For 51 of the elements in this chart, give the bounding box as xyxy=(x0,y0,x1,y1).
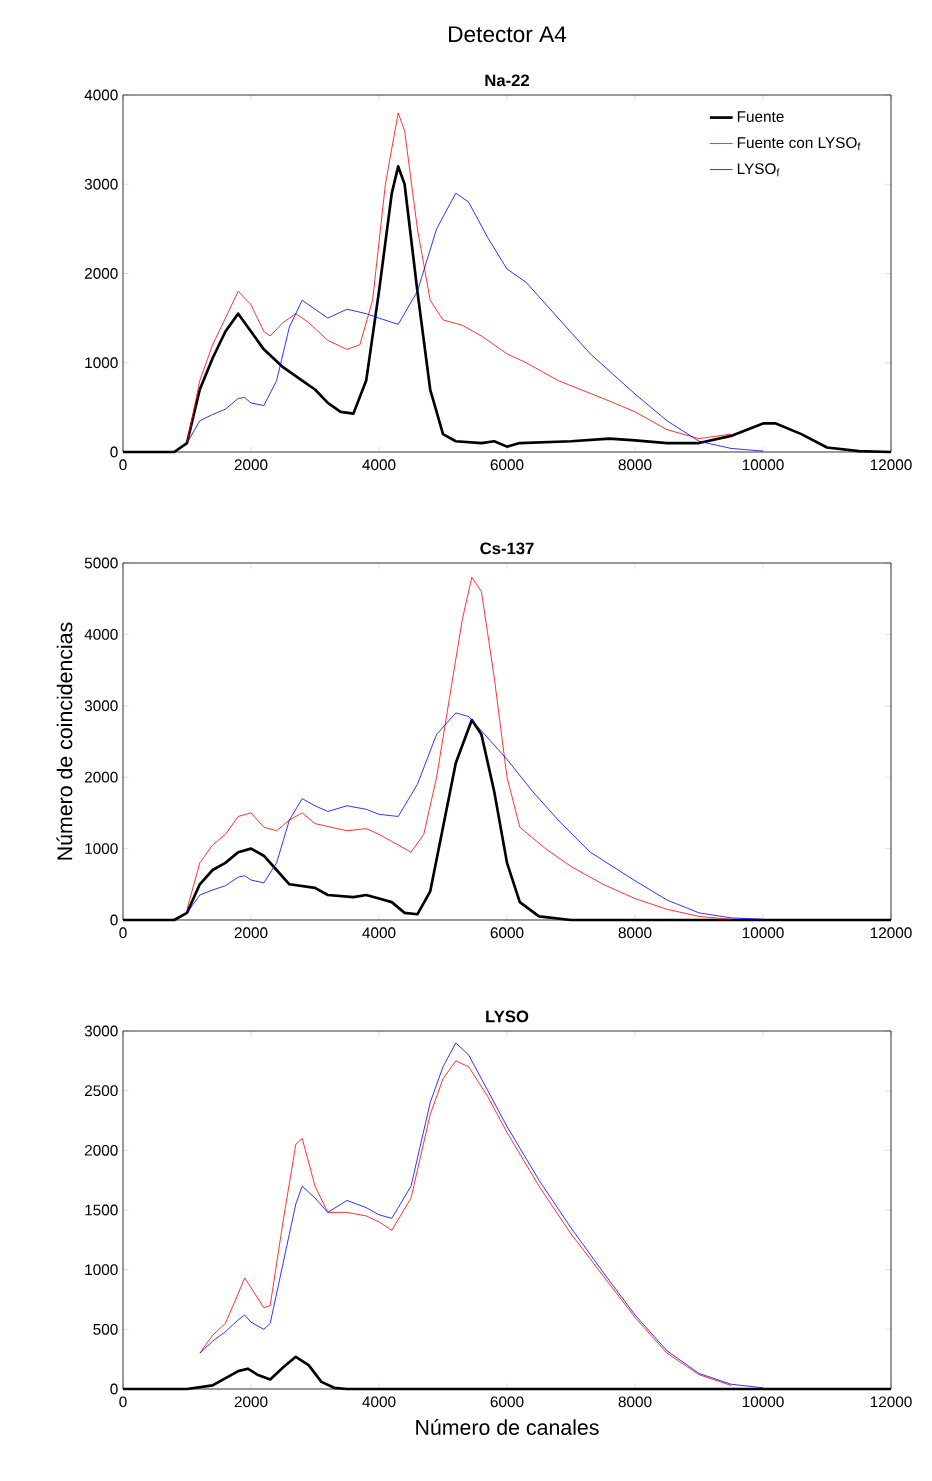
y-tick-label: 5000 xyxy=(84,557,118,569)
line-series xyxy=(186,112,732,444)
x-tick-label: 8000 xyxy=(618,927,652,939)
x-tick-label: 12000 xyxy=(870,1396,912,1408)
x-tick-label: 0 xyxy=(119,1396,127,1408)
y-tick-label: 500 xyxy=(93,1323,118,1335)
x-tick-label: 2000 xyxy=(234,927,268,939)
y-tick-label: 4000 xyxy=(84,89,118,101)
line-series xyxy=(186,576,732,920)
y-tick-label: 0 xyxy=(110,1383,118,1395)
y-tick-label: 1000 xyxy=(85,357,118,369)
text: Detector A4 xyxy=(449,26,567,43)
line-series xyxy=(186,712,764,920)
x-tick-label: 0 xyxy=(119,927,127,939)
y-tick-label: 3000 xyxy=(84,1025,118,1037)
x-tick-label: 2000 xyxy=(234,459,268,471)
x-tick-label: 10000 xyxy=(742,1396,784,1408)
y-tick-label: 1500 xyxy=(85,1204,118,1216)
y-tick-label: 0 xyxy=(110,914,118,926)
x-tick-label: 8000 xyxy=(618,459,652,471)
y-tick-label: 1000 xyxy=(85,1264,118,1276)
x-tick-label: 10000 xyxy=(742,459,784,471)
x-tick-label: 4000 xyxy=(362,927,396,939)
x-tick-label: 4000 xyxy=(362,1396,396,1408)
chart-title: LYSO xyxy=(486,1010,529,1023)
y-tick-label: 3000 xyxy=(84,700,118,712)
y-tick-label: 0 xyxy=(110,446,118,458)
y-tick-label: 2000 xyxy=(84,1144,118,1156)
legend-label: Fuente con LYSO$_{f}$ xyxy=(737,137,861,151)
x-tick-label: 6000 xyxy=(490,927,524,939)
chart-title: Na-22 xyxy=(485,74,530,87)
x-tick-label: 6000 xyxy=(490,1396,524,1408)
y-tick-label: 4000 xyxy=(84,628,118,640)
x-tick-label: 12000 xyxy=(870,927,912,939)
y-tick-label: 2000 xyxy=(84,771,118,783)
x-tick-label: 12000 xyxy=(870,459,912,471)
x-tick-label: 4000 xyxy=(362,459,396,471)
y-tick-label: 2500 xyxy=(84,1085,118,1097)
legend-label: Fuente xyxy=(737,111,784,122)
chart-title: Cs-137 xyxy=(480,542,534,555)
x-axis-title: Número de canales xyxy=(416,1419,599,1435)
y-tick-label: 1000 xyxy=(85,843,118,855)
y-tick-label: 3000 xyxy=(84,178,118,190)
x-tick-label: 0 xyxy=(119,459,127,471)
legend-label: LYSO$_{f}$ xyxy=(737,163,780,177)
x-tick-label: 6000 xyxy=(490,459,524,471)
y-tick-label: 2000 xyxy=(84,268,118,279)
x-tick-label: 10000 xyxy=(742,927,784,939)
x-tick-label: 2000 xyxy=(234,1396,268,1408)
x-tick-label: 8000 xyxy=(618,1396,652,1408)
y-axis-title: Número de coincidencias xyxy=(56,622,73,860)
